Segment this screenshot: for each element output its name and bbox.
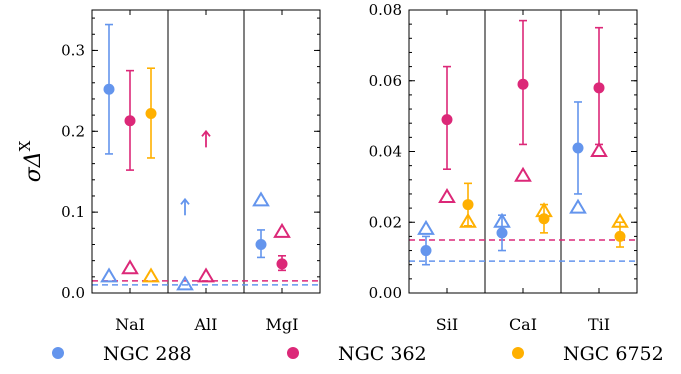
- panel-1: 0.0 0.1 0.2 0.3 NaI AlI MgI σΔX: [16, 9, 321, 334]
- legend-label: NGC 288: [103, 343, 192, 365]
- triangle-marker: [514, 166, 532, 182]
- category-label: AlI: [194, 315, 218, 334]
- triangle-marker: [176, 275, 194, 291]
- limit-arrow-head: [201, 129, 211, 137]
- data-point: [572, 142, 584, 154]
- data-point: [103, 83, 115, 95]
- legend-marker: [512, 347, 524, 359]
- y-tick-label: 0.04: [369, 143, 402, 161]
- data-point: [441, 114, 453, 126]
- data-point: [420, 245, 432, 257]
- plot-frame: [408, 9, 638, 294]
- data-point: [496, 227, 508, 239]
- legend-marker: [52, 347, 64, 359]
- y-tick-label: 0.02: [369, 213, 402, 231]
- y-tick-label: 0.2: [61, 122, 85, 140]
- category-label: MgI: [266, 315, 299, 334]
- triangle-marker: [197, 267, 215, 283]
- category-label: NaI: [115, 315, 145, 334]
- data-point: [614, 230, 626, 242]
- y-tick-label: 0.00: [369, 284, 402, 302]
- y-tick-label: 0.06: [369, 72, 402, 90]
- triangle-marker: [121, 259, 139, 275]
- triangle-marker: [569, 198, 587, 214]
- y-tick-label: 0.08: [369, 1, 402, 19]
- plot-frame: [91, 9, 321, 294]
- triangle-marker: [590, 142, 608, 157]
- data-point: [255, 238, 267, 250]
- data-point: [538, 213, 550, 225]
- legend-marker: [287, 347, 299, 359]
- y-axis-label: σΔX: [16, 140, 46, 182]
- data-point: [145, 107, 157, 119]
- triangle-marker: [438, 188, 456, 203]
- y-axis-label-main: σΔ: [21, 151, 46, 182]
- data-point: [124, 115, 136, 127]
- legend: NGC 288 NGC 362 NGC 6752: [52, 343, 664, 365]
- category-label: SiI: [436, 315, 458, 334]
- legend-label: NGC 362: [338, 343, 427, 365]
- triangle-marker: [417, 219, 435, 235]
- y-tick-label: 0.3: [61, 41, 85, 59]
- data-point: [276, 258, 288, 270]
- category-label: CaI: [509, 315, 537, 334]
- triangle-marker: [273, 222, 291, 238]
- triangle-marker: [252, 191, 270, 207]
- panel-2: 0.00 0.02 0.04 0.06 0.08 SiI CaI TiI: [369, 1, 638, 334]
- limit-arrow-head: [180, 197, 190, 205]
- category-label: TiI: [588, 315, 610, 334]
- data-point: [462, 199, 474, 211]
- y-tick-label: 0.1: [61, 203, 85, 221]
- data-point: [593, 82, 605, 94]
- triangle-marker: [142, 267, 160, 283]
- y-axis-label-superscript: X: [16, 140, 34, 151]
- legend-label: NGC 6752: [563, 343, 664, 365]
- y-tick-label: 0.0: [61, 284, 85, 302]
- data-point: [517, 78, 529, 90]
- triangle-marker: [459, 212, 477, 228]
- triangle-marker: [100, 267, 118, 283]
